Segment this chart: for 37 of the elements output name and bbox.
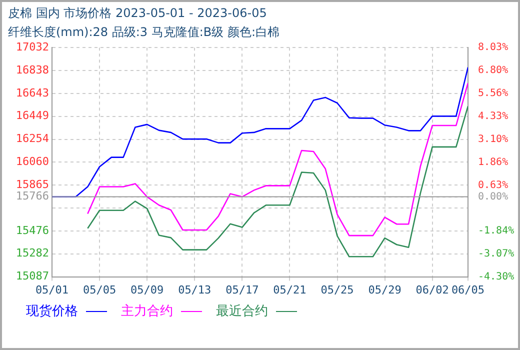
y-tick-label: 17032 [16,40,49,54]
y2-tick-label: 1.86% [478,156,508,168]
x-tick-label: 05/09 [130,283,164,296]
y-tick-label: 16643 [16,86,49,100]
y2-tick-label: 8.03% [478,42,508,54]
chart-subtitle: 纤维长度(mm):28 品级:3 马克隆值:B级 颜色:白棉 [8,24,280,41]
y2-tick-label: 3.10% [478,134,508,145]
x-tick-label: 05/01 [35,283,69,296]
y2-tick-label: 6.80% [478,65,508,76]
y-tick-label: 16060 [16,155,49,168]
y-tick-label: 16254 [16,132,50,146]
y-tick-label: 15476 [16,224,49,237]
y2-tick-label: 4.33% [478,110,508,122]
y2-tick-label: -4.30% [478,271,514,282]
x-tick-label: 05/25 [320,283,354,296]
y2-tick-label: -1.84% [478,226,514,237]
y-tick-label: 15865 [16,178,49,191]
x-tick-label: 05/29 [368,283,402,296]
x-tick-label: 05/17 [226,283,259,296]
legend-label: 最近合约 [216,304,268,319]
y2-tick-label: -3.07% [478,248,514,260]
chart-title: 皮棉 国内 市场价格 2023-05-01 - 2023-06-05 [8,5,267,22]
y2-tick-label: 0.63% [478,180,508,191]
x-tick-label: 05/21 [273,283,306,296]
x-tick-label: 05/05 [82,283,116,296]
x-tick-label: 06/05 [451,283,485,296]
y-tick-label: 15087 [16,270,49,283]
legend-label: 现货价格 [26,304,78,319]
x-tick-label: 06/02 [416,283,449,296]
y2-tick-label: 0.00% [478,191,508,202]
legend-label: 主力合约 [121,304,173,319]
y2-tick-label: 5.56% [478,88,508,100]
y-tick-label: 15766 [16,190,49,203]
x-tick-label: 05/13 [178,283,212,296]
y-tick-label: 15282 [16,246,49,260]
y-tick-label: 16838 [16,63,49,76]
y-tick-label: 16449 [16,109,49,122]
